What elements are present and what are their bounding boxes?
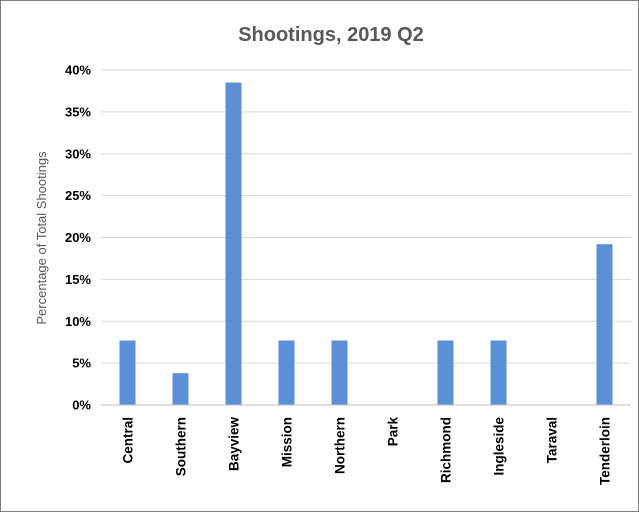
- x-tick-label-tenderloin: Tenderloin: [598, 417, 613, 485]
- x-tick-label-northern: Northern: [333, 417, 348, 474]
- x-tick-label-richmond: Richmond: [439, 417, 454, 483]
- bar-northern: [331, 340, 348, 405]
- x-tick-label-mission: Mission: [280, 417, 295, 467]
- chart-title: Shootings, 2019 Q2: [238, 24, 424, 46]
- y-tick-label: 5%: [72, 356, 91, 371]
- x-tick-label-park: Park: [386, 417, 401, 447]
- x-tick-label-southern: Southern: [174, 417, 189, 476]
- y-tick-label: 35%: [65, 104, 91, 119]
- bar-bayview: [225, 82, 242, 405]
- y-tick-label: 30%: [65, 146, 91, 161]
- y-tick-labels: 0% 5% 10% 15% 20% 25% 30% 35% 40%: [65, 63, 91, 413]
- bar-tenderloin: [596, 244, 613, 405]
- y-tick-label: 0%: [72, 398, 91, 413]
- bar-southern: [172, 373, 189, 405]
- y-tick-label: 10%: [65, 314, 91, 329]
- x-tick-label-central: Central: [121, 417, 136, 464]
- bar-richmond: [437, 340, 454, 405]
- y-tick-label: 20%: [65, 230, 91, 245]
- gridlines: [101, 69, 631, 364]
- bars: [119, 82, 613, 405]
- y-tick-label: 15%: [65, 272, 91, 287]
- y-tick-label: 40%: [65, 63, 91, 78]
- x-tick-label-bayview: Bayview: [227, 417, 242, 472]
- bar-ingleside: [490, 340, 507, 405]
- y-axis-title: Percentage of Total Shootings: [34, 151, 49, 325]
- x-tick-labels: Central Southern Bayview Mission Northern Par…: [121, 417, 613, 486]
- bar-mission: [278, 340, 295, 405]
- bar-central: [119, 340, 136, 405]
- x-tick-label-taraval: Taraval: [545, 417, 560, 463]
- y-tick-label: 25%: [65, 188, 91, 203]
- x-tick-label-ingleside: Ingleside: [492, 417, 507, 476]
